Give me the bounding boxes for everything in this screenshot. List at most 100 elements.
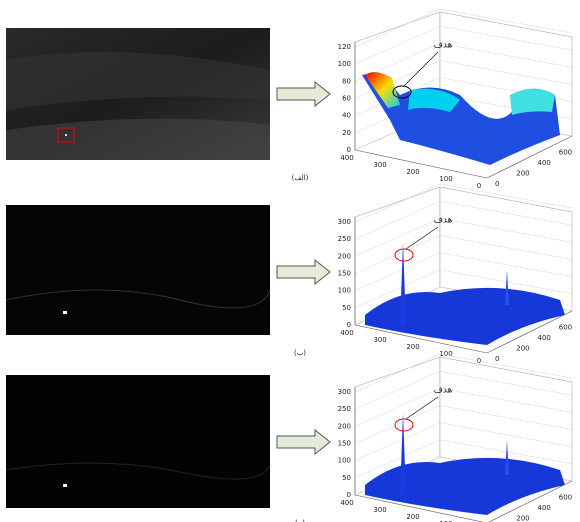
y-tick-label: 400 xyxy=(538,159,551,167)
target-ellipse xyxy=(392,85,412,99)
z-tick-label: 40 xyxy=(342,112,351,120)
x-tick-label: 400 xyxy=(340,499,353,507)
grid-line xyxy=(354,388,441,427)
x-tick-label: 100 xyxy=(439,520,452,522)
grid-line xyxy=(439,252,573,277)
z-tick-label: 150 xyxy=(338,270,351,278)
axis xyxy=(486,135,573,179)
y-tick-label: 200 xyxy=(516,170,529,178)
grid-line xyxy=(439,388,573,413)
x-tick-label: 400 xyxy=(340,154,353,162)
z-tick-label: 300 xyxy=(338,218,351,226)
edge-image xyxy=(6,375,270,508)
surface-mid xyxy=(510,88,555,115)
grid-line xyxy=(439,200,573,226)
grid-line xyxy=(439,43,573,68)
grid-line xyxy=(354,235,441,274)
z-tick-label: 250 xyxy=(338,405,351,413)
z-tick-label: 120 xyxy=(338,43,351,51)
grid-line xyxy=(439,183,573,209)
surface-mid xyxy=(408,88,460,112)
grid-line xyxy=(354,370,441,410)
spike xyxy=(400,413,406,495)
spike xyxy=(400,243,406,325)
x-tick-label: 400 xyxy=(340,329,353,337)
grid-line xyxy=(439,269,573,295)
panel-label: (الف) xyxy=(292,174,309,182)
axis xyxy=(354,324,488,354)
axis xyxy=(354,494,484,522)
panel-label: (ج) xyxy=(295,519,305,522)
x-tick-label: 0 xyxy=(477,182,481,190)
grid-line xyxy=(439,353,573,379)
x-tick-label: 100 xyxy=(439,175,452,183)
image-texture xyxy=(5,462,271,480)
spike xyxy=(505,270,509,305)
target-pixel xyxy=(65,134,67,136)
grid-line xyxy=(354,25,441,65)
z-tick-label: 150 xyxy=(338,440,351,448)
z-tick-label: 200 xyxy=(338,422,351,430)
arrow xyxy=(276,428,331,456)
x-tick-label: 200 xyxy=(406,168,419,176)
z-tick-label: 0 xyxy=(347,491,351,499)
z-tick-label: 100 xyxy=(338,287,351,295)
grid-line xyxy=(354,183,441,223)
image-texture xyxy=(5,289,271,309)
z-tick-label: 250 xyxy=(338,235,351,243)
image-texture xyxy=(6,52,270,110)
grid-line xyxy=(439,218,573,243)
y-tick-label: 600 xyxy=(559,149,572,157)
z-tick-label: 200 xyxy=(338,252,351,260)
leader-line xyxy=(405,396,439,420)
x-tick-label: 300 xyxy=(373,336,386,344)
leader-line xyxy=(405,226,439,250)
grid-line xyxy=(354,405,441,444)
target-ellipse xyxy=(394,248,414,262)
panel-label: (ب) xyxy=(294,349,306,357)
y-tick-label: 600 xyxy=(559,494,572,502)
target-pixel xyxy=(63,311,67,314)
target-ellipse xyxy=(394,418,414,432)
grid-line xyxy=(439,370,573,396)
target-box xyxy=(57,127,75,143)
grid-line xyxy=(439,422,573,447)
x-tick-label: 100 xyxy=(439,350,452,358)
grid-line xyxy=(439,25,573,51)
z-tick-label: 0 xyxy=(347,321,351,329)
target-label: هدف xyxy=(434,386,453,396)
z-tick-label: 100 xyxy=(338,60,351,68)
y-tick-label: 600 xyxy=(559,324,572,332)
z-tick-label: 0 xyxy=(347,146,351,154)
z-tick-label: 80 xyxy=(342,77,351,85)
y-tick-label: 0 xyxy=(495,355,499,363)
grid-line xyxy=(354,60,441,99)
y-tick-label: 0 xyxy=(495,180,499,188)
x-tick-label: 300 xyxy=(373,161,386,169)
z-tick-label: 100 xyxy=(338,457,351,465)
spike xyxy=(505,440,509,475)
z-tick-label: 50 xyxy=(342,304,351,312)
target-label: هدف xyxy=(434,41,453,51)
target-label: هدف xyxy=(434,216,453,226)
grid-line xyxy=(439,60,573,85)
surface xyxy=(365,287,565,345)
y-tick-label: 200 xyxy=(516,345,529,353)
y-tick-label: 400 xyxy=(538,504,551,512)
surface xyxy=(365,457,565,515)
x-tick-label: 200 xyxy=(406,343,419,351)
y-tick-label: 200 xyxy=(516,515,529,522)
z-tick-label: 50 xyxy=(342,474,351,482)
surface-high xyxy=(365,72,400,108)
grid-line xyxy=(354,439,441,479)
y-tick-label: 400 xyxy=(538,334,551,342)
grid-line xyxy=(354,252,441,291)
image-texture xyxy=(6,118,270,160)
x-tick-label: 200 xyxy=(406,513,419,521)
target-pixel xyxy=(63,484,67,487)
leader-line xyxy=(403,51,439,87)
grid-line xyxy=(439,439,573,465)
edge-image xyxy=(6,205,270,335)
z-tick-label: 60 xyxy=(342,95,351,103)
